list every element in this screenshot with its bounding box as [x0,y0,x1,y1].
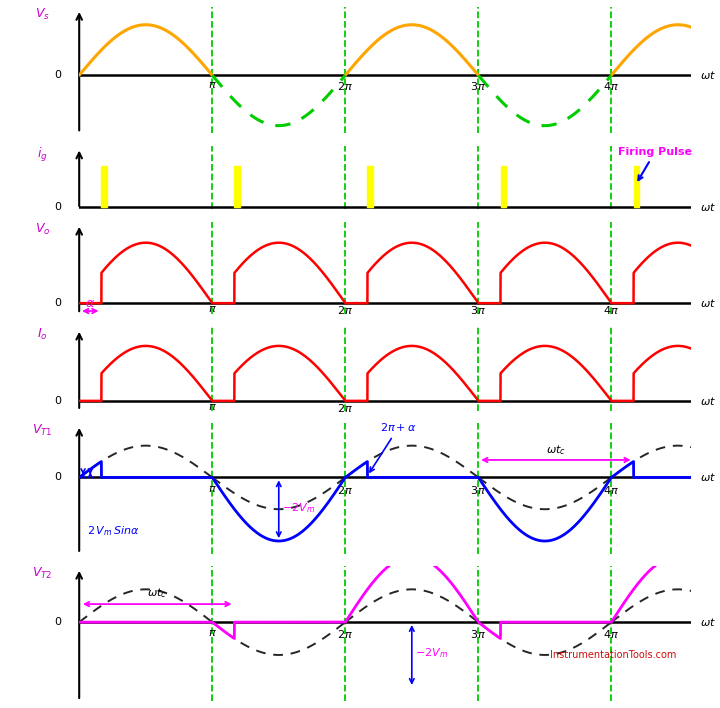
Text: $3\pi$: $3\pi$ [470,484,486,496]
Text: $V_o$: $V_o$ [35,222,50,236]
Text: $-2V_m$: $-2V_m$ [415,646,449,661]
Text: $V_s$: $V_s$ [35,7,50,22]
Text: Firing Pulse: Firing Pulse [618,147,692,180]
Text: $i_g$: $i_g$ [37,146,48,164]
Text: InstrumentationTools.com: InstrumentationTools.com [550,650,677,660]
Text: 0: 0 [54,472,60,482]
Text: $4\pi$: $4\pi$ [603,80,619,92]
Text: 0: 0 [54,396,60,406]
Text: $\omega t$: $\omega t$ [701,395,716,407]
Text: $\omega t$: $\omega t$ [701,616,716,628]
Bar [367,166,373,207]
Text: $V_{T2}$: $V_{T2}$ [32,566,53,581]
Text: $3\pi$: $3\pi$ [470,80,486,92]
Text: $\omega t$: $\omega t$ [701,472,716,484]
Bar [500,166,506,207]
Text: $2\,V_m\,Sin\alpha$: $2\,V_m\,Sin\alpha$ [87,525,140,539]
Text: $\pi$: $\pi$ [208,80,217,90]
Text: 0: 0 [54,202,60,212]
Text: $4\pi$: $4\pi$ [603,304,619,316]
Text: $V_{T1}$: $V_{T1}$ [32,423,53,438]
Text: $4\pi$: $4\pi$ [603,484,619,496]
Text: $2\pi$: $2\pi$ [338,304,354,316]
Text: $\pi$: $\pi$ [208,401,217,411]
Text: $\omega t$: $\omega t$ [701,201,716,213]
Text: $\omega t$: $\omega t$ [701,69,716,81]
Text: 0: 0 [54,298,60,308]
Text: $4\pi$: $4\pi$ [603,629,619,641]
Text: $\pi$: $\pi$ [208,629,217,639]
Text: $2\pi$: $2\pi$ [338,80,354,92]
Text: $\pi$: $\pi$ [208,484,217,493]
Text: $2\pi$: $2\pi$ [338,484,354,496]
Text: $\omega t_c$: $\omega t_c$ [147,586,167,600]
Bar [634,166,639,207]
Text: $2\pi+\alpha$: $2\pi+\alpha$ [370,421,417,472]
Text: $2\pi$: $2\pi$ [338,629,354,641]
Text: $\alpha$: $\alpha$ [85,297,95,310]
Text: 0: 0 [54,70,60,80]
Bar [102,166,107,207]
Text: $\pi$: $\pi$ [208,304,217,314]
Text: $I_o$: $I_o$ [37,326,48,342]
Text: $\omega t_c$: $\omega t_c$ [546,444,566,457]
Text: $2\pi$: $2\pi$ [338,401,354,413]
Text: $-2V_m$: $-2V_m$ [282,501,315,515]
Text: $3\pi$: $3\pi$ [470,629,486,641]
Text: $3\pi$: $3\pi$ [470,304,486,316]
Text: 0: 0 [54,617,60,627]
Bar [235,166,240,207]
Text: $\omega t$: $\omega t$ [701,297,716,309]
